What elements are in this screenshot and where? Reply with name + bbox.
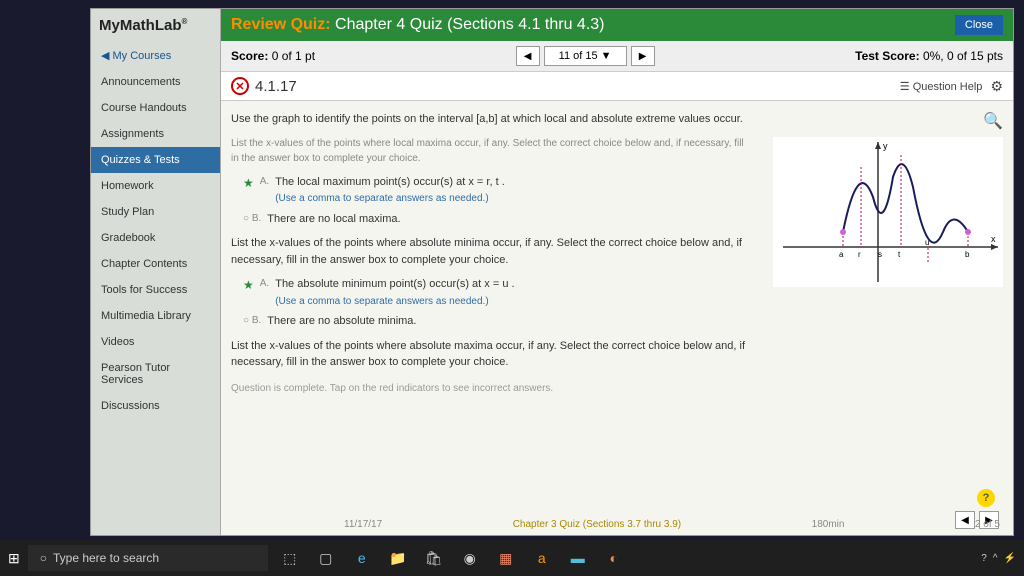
prev-question-button[interactable]: ◀ xyxy=(516,46,540,66)
help-badge[interactable]: ? xyxy=(977,489,995,507)
sidebar-item-homework[interactable]: Homework xyxy=(91,173,220,199)
store-icon[interactable]: 🛍 xyxy=(420,544,448,572)
sidebar-my-courses[interactable]: ◀ My Courses xyxy=(91,42,220,69)
svg-text:b: b xyxy=(965,250,970,259)
question-help-link[interactable]: ☰ Question Help xyxy=(900,80,983,93)
star-icon: ★ xyxy=(243,174,254,207)
taskbar: ⊞ ○ Type here to search ⬚ ▢ e 📁 🛍 ◉ ▦ a … xyxy=(0,540,1024,576)
incorrect-icon: ✕ xyxy=(231,77,249,95)
review-label: Review Quiz: xyxy=(231,16,331,33)
score-bar: Score: 0 of 1 pt ◀ 11 of 15 ▼ ▶ Test Sco… xyxy=(221,41,1013,72)
tray-help-icon[interactable]: ? xyxy=(981,553,987,564)
question-number: 4.1.17 xyxy=(255,78,297,95)
sidebar-item-gradebook[interactable]: Gradebook xyxy=(91,225,220,251)
taskview-icon[interactable]: ▢ xyxy=(312,544,340,572)
svg-text:a: a xyxy=(839,250,844,259)
question-nav-current[interactable]: 11 of 15 ▼ xyxy=(544,46,627,66)
sidebar-item-chapter-contents[interactable]: Chapter Contents xyxy=(91,251,220,277)
sidebar-item-study-plan[interactable]: Study Plan xyxy=(91,199,220,225)
firefox-icon[interactable]: ◐ xyxy=(600,544,628,572)
svg-text:u: u xyxy=(925,238,929,247)
app-icon[interactable]: ▦ xyxy=(492,544,520,572)
quiz-title: Chapter 4 Quiz (Sections 4.1 thru 4.3) xyxy=(335,16,604,33)
svg-text:r: r xyxy=(858,250,861,259)
sidebar-item-discussions[interactable]: Discussions xyxy=(91,393,220,419)
sidebar-item-multimedia-library[interactable]: Multimedia Library xyxy=(91,303,220,329)
sidebar-item-quizzes-tests[interactable]: Quizzes & Tests xyxy=(91,147,220,173)
svg-text:t: t xyxy=(898,250,901,259)
svg-text:s: s xyxy=(878,250,882,259)
zoom-icon[interactable]: 🔍 xyxy=(983,111,1003,131)
sidebar-item-announcements[interactable]: Announcements xyxy=(91,69,220,95)
explorer-icon[interactable]: 📁 xyxy=(384,544,412,572)
tray-chevron-icon[interactable]: ^ xyxy=(993,553,998,564)
sidebar-item-pearson-tutor-services[interactable]: Pearson Tutor Services xyxy=(91,355,220,393)
quiz-header: Review Quiz: Chapter 4 Quiz (Sections 4.… xyxy=(221,9,1013,41)
app-icon[interactable]: ▬ xyxy=(564,544,592,572)
app-icon[interactable]: ◉ xyxy=(456,544,484,572)
tray-wifi-icon[interactable]: ⚡ xyxy=(1004,553,1016,564)
sidebar-item-assignments[interactable]: Assignments xyxy=(91,121,220,147)
close-button[interactable]: Close xyxy=(955,15,1003,35)
amazon-icon[interactable]: a xyxy=(528,544,556,572)
svg-text:y: y xyxy=(883,141,888,151)
app-logo: MyMathLab® xyxy=(91,9,220,42)
taskbar-search[interactable]: ○ Type here to search xyxy=(28,545,268,571)
windows-start-icon[interactable]: ⊞ xyxy=(8,550,20,567)
function-graph: y x a r s t u b xyxy=(773,137,1003,287)
next-question-button[interactable]: ▶ xyxy=(631,46,655,66)
cortana-icon[interactable]: ⬚ xyxy=(276,544,304,572)
question-body: Use the graph to identify the points on … xyxy=(231,111,753,525)
settings-icon[interactable]: ⚙ xyxy=(990,78,1003,95)
sidebar: MyMathLab® ◀ My Courses AnnouncementsCou… xyxy=(91,9,221,535)
sidebar-item-videos[interactable]: Videos xyxy=(91,329,220,355)
star-icon: ★ xyxy=(243,276,254,309)
svg-text:x: x xyxy=(991,234,996,244)
sidebar-item-course-handouts[interactable]: Course Handouts xyxy=(91,95,220,121)
sidebar-item-tools-for-success[interactable]: Tools for Success xyxy=(91,277,220,303)
question-bar: ✕ 4.1.17 ☰ Question Help ⚙ xyxy=(221,72,1013,101)
edge-icon[interactable]: e xyxy=(348,544,376,572)
main-content: Review Quiz: Chapter 4 Quiz (Sections 4.… xyxy=(221,9,1013,535)
footer-status: 11/17/17 Chapter 3 Quiz (Sections 3.7 th… xyxy=(340,515,1004,534)
